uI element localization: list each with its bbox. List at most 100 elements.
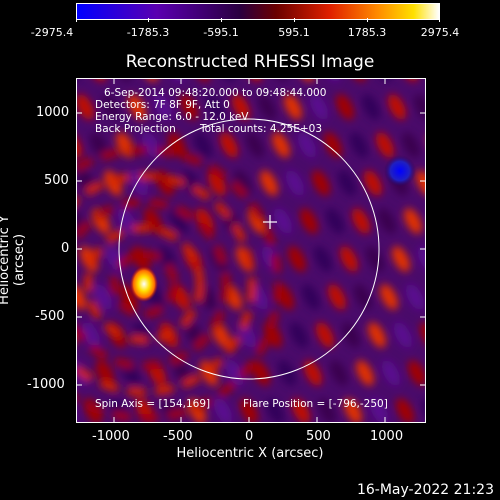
fringe-blob: [309, 94, 329, 120]
fringe-blob: [213, 398, 233, 422]
colorbar-tick-label: -595.1: [203, 26, 239, 39]
colorbar-tickmark: [76, 18, 77, 22]
fringe-blob: [143, 208, 163, 234]
colorbar-tick-label: 2975.4: [420, 26, 460, 39]
fringe-blob: [401, 132, 421, 158]
fringe-blob: [233, 170, 253, 196]
colorbar-tick-label: 595.1: [278, 26, 310, 39]
flare-source: [130, 266, 158, 302]
fringe-blob: [193, 132, 213, 158]
fringe-blob: [343, 398, 363, 422]
colorbar-tickmark: [439, 18, 440, 22]
fringe-ring: [110, 250, 178, 318]
fringe-blob: [413, 94, 425, 120]
fringe-blob: [225, 360, 245, 386]
fringe-blob: [117, 208, 137, 234]
x-tick-label: 500: [306, 429, 331, 444]
fringe-blob: [155, 170, 175, 196]
spin-axis-marker: [263, 215, 277, 229]
plot-area: [76, 78, 426, 423]
fringe-blob: [77, 132, 83, 158]
fringe-blob: [419, 322, 425, 348]
fringe-blob: [297, 132, 317, 158]
fringe-blob: [393, 322, 413, 348]
fringe-blob: [339, 246, 359, 272]
colorbar-gradient: [77, 4, 439, 19]
colorbar-tickmark: [148, 18, 149, 22]
fringe-blob: [141, 132, 161, 158]
fringe-blob: [129, 170, 149, 196]
fringe-blob: [369, 398, 389, 422]
y-tick-label: -500: [35, 309, 65, 324]
fringe-blob: [245, 132, 265, 158]
fringe-blob: [263, 322, 283, 348]
fringe-blob: [93, 284, 113, 310]
fringe-blob: [257, 94, 277, 120]
fringe-blob: [271, 132, 291, 158]
fringe-blob: [299, 208, 319, 234]
colorbar-tick-label: 1785.3: [347, 26, 387, 39]
fringe-blob: [301, 284, 321, 310]
fringe-blob: [367, 322, 387, 348]
fringe-blob: [405, 284, 425, 310]
fringe-blob: [415, 170, 425, 196]
fringe-blob: [231, 94, 251, 120]
timestamp: 16-May-2022 21:23: [356, 482, 494, 498]
fringe-blob: [417, 246, 425, 272]
fringe-blob: [205, 94, 225, 120]
fringe-blob: [247, 208, 267, 234]
fringe-blob: [325, 208, 345, 234]
fringe-blob: [341, 322, 361, 348]
fringe-blob: [289, 322, 309, 348]
colorbar-tickmark: [294, 18, 295, 22]
spin-axis-text: Spin Axis = [154,169]: [95, 398, 211, 410]
flare-position-text: Flare Position = [-796,-250]: [243, 398, 388, 410]
fringe-ring: [77, 146, 282, 422]
x-tick-label: 0: [245, 429, 254, 444]
fringe-blob: [317, 398, 337, 422]
fringe-blob: [251, 360, 271, 386]
colorbar-tickmark: [367, 18, 368, 22]
fringe-blob: [153, 94, 173, 120]
total-counts-text: Total counts: 4.25E+03: [200, 123, 323, 135]
fringe-blob: [395, 398, 415, 422]
x-axis-label: Heliocentric X (arcsec): [176, 446, 324, 461]
fringe-blob: [291, 398, 311, 422]
fringe-blob: [259, 170, 279, 196]
fringe-blob: [89, 132, 109, 158]
negative-lobe: [384, 155, 416, 187]
fringe-blob: [273, 208, 293, 234]
x-tick-label: 1000: [370, 429, 404, 444]
fringe-blob: [95, 360, 115, 386]
fringe-blob: [351, 208, 371, 234]
detectors-text: Detectors: 7F 8F 9F, Att 0: [95, 99, 230, 111]
fringe-pattern: [77, 79, 425, 422]
fringe-blob: [355, 360, 375, 386]
fringe-blob: [131, 246, 151, 272]
fringe-blob: [327, 284, 347, 310]
time-range-text: 6-Sep-2014 09:48:20.000 to 09:48:44.000: [104, 87, 327, 99]
fringe-blob: [361, 94, 381, 120]
fringe-blob: [77, 94, 95, 120]
fringe-blob: [239, 398, 259, 422]
fringe-blob: [207, 170, 227, 196]
y-tick-label: 0: [61, 241, 70, 256]
y-tick-label: 1000: [36, 105, 70, 120]
fringe-blob: [101, 94, 121, 120]
fringe-blob: [169, 208, 189, 234]
fringe-blob: [283, 94, 303, 120]
fringe-blob: [179, 94, 199, 120]
rhessi-image: [77, 79, 425, 422]
fringe-blob: [375, 132, 395, 158]
fringe-blob: [323, 132, 343, 158]
fringe-ring: [84, 224, 204, 344]
fringe-blob: [219, 132, 239, 158]
fringe-blob: [379, 284, 399, 310]
y-tick-label: -1000: [27, 377, 65, 392]
fringe-blob: [381, 360, 401, 386]
x-tick-label: -500: [163, 429, 193, 444]
fringe-blob: [265, 398, 285, 422]
colorbar-tick-label: -1785.3: [126, 26, 170, 39]
fringe-ring: [77, 198, 230, 370]
